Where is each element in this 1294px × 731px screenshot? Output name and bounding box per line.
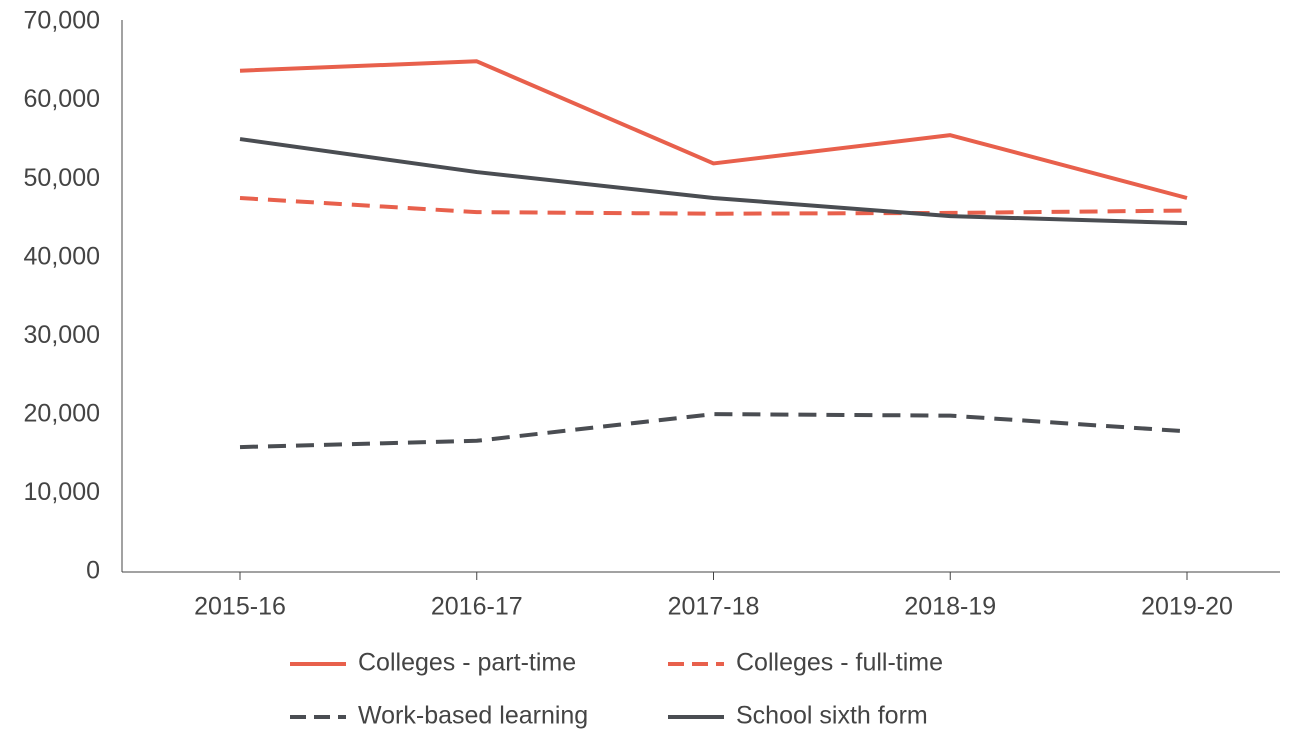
series-line [239,412,1188,450]
y-tick-label: 30,000 [24,321,100,349]
y-tick-label: 70,000 [24,7,100,35]
series-line [239,196,1188,216]
legend-label: Colleges - part-time [358,649,576,677]
series-line [239,59,1188,200]
y-tick-label: 20,000 [24,399,100,427]
x-tick-label: 2015-16 [194,593,286,621]
x-tick-label: 2018-19 [904,593,996,621]
legend-label: School sixth form [736,702,928,730]
x-tick-label: 2017-18 [668,593,760,621]
y-tick-label: 0 [86,557,100,585]
series-line [239,137,1188,226]
y-tick-label: 60,000 [24,85,100,113]
legend-label: Work-based learning [358,702,588,730]
legend-label: Colleges - full-time [736,649,943,677]
y-tick-label: 40,000 [24,242,100,270]
y-tick-label: 50,000 [24,164,100,192]
y-tick-label: 10,000 [24,478,100,506]
x-tick-label: 2016-17 [431,593,523,621]
x-tick-label: 2019-20 [1141,593,1233,621]
